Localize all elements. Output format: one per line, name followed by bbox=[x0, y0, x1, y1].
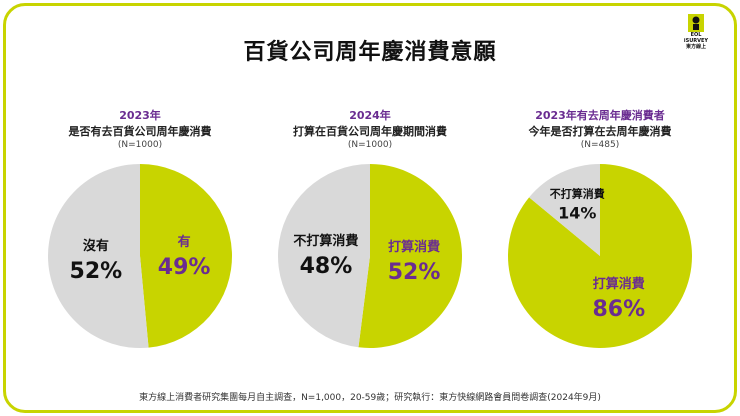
slice-label: 有 bbox=[178, 234, 191, 250]
slice-value-label: 86% bbox=[592, 297, 645, 322]
footnote: 東方線上消費者研究集團每月自主調查，N=1,000，20-59歲；研究執行：東方… bbox=[139, 393, 601, 403]
logo-line-1: EOL bbox=[690, 32, 702, 38]
slice-value-label: 52% bbox=[388, 260, 441, 285]
slice-value-label: 48% bbox=[300, 254, 353, 279]
chart-question: 是否有去百貨公司周年慶消費 bbox=[68, 125, 212, 138]
chart-question: 打算在百貨公司周年慶期間消費 bbox=[293, 125, 447, 138]
page-title: 百貨公司周年慶消費意願 bbox=[243, 40, 497, 65]
pie-slice-1 bbox=[48, 164, 149, 348]
chart-question: 今年是否打算在去周年慶消費 bbox=[528, 125, 672, 138]
pie-slice-1 bbox=[277, 164, 370, 348]
chart-year-label: 2023年 bbox=[119, 109, 161, 122]
chart-sample-size: (N=485) bbox=[580, 140, 620, 150]
slice-label: 打算消費 bbox=[593, 276, 645, 292]
pie-chart: 有 49% 沒有 52% bbox=[48, 164, 233, 348]
pie-chart: 打算消費 52% 不打算消費 48% bbox=[277, 164, 462, 348]
chart-year-label: 2023年有去周年慶消費者 bbox=[535, 109, 665, 122]
logo-icon bbox=[688, 14, 704, 32]
chart-year-label: 2024年 bbox=[349, 109, 391, 122]
pie-slice-0 bbox=[140, 164, 233, 348]
slice-label: 打算消費 bbox=[388, 239, 440, 255]
slice-label: 不打算消費 bbox=[293, 233, 358, 249]
chart-sample-size: (N=1000) bbox=[117, 140, 163, 150]
brand-logo: EOL iSURVEY 東方線上 bbox=[676, 14, 716, 50]
slice-value-label: 49% bbox=[158, 255, 211, 280]
chart-sample-size: (N=1000) bbox=[347, 140, 393, 150]
chart-2023: 2023年 是否有去百貨公司周年慶消費 (N=1000) 有 49% 沒有 52% bbox=[40, 0, 240, 380]
chart-2023-shoppers: 2023年有去周年慶消費者 今年是否打算在去周年慶消費 (N=485) 打算消費… bbox=[500, 0, 700, 380]
slice-label: 不打算消費 bbox=[550, 187, 605, 201]
logo-line-2: iSURVEY bbox=[683, 38, 709, 44]
pie-slice-1 bbox=[529, 164, 600, 256]
chart-2024: 2024年 打算在百貨公司周年慶期間消費 (N=1000) 打算消費 52% 不打算… bbox=[270, 0, 470, 380]
pie-slice-0 bbox=[358, 164, 462, 348]
slice-value-label: 52% bbox=[70, 259, 123, 284]
slice-label: 沒有 bbox=[83, 238, 109, 254]
pie-chart: 打算消費 86% 不打算消費 14% bbox=[508, 164, 692, 348]
card-frame bbox=[3, 3, 737, 413]
slice-value-label: 14% bbox=[558, 204, 596, 223]
logo-line-3: 東方線上 bbox=[685, 44, 706, 50]
